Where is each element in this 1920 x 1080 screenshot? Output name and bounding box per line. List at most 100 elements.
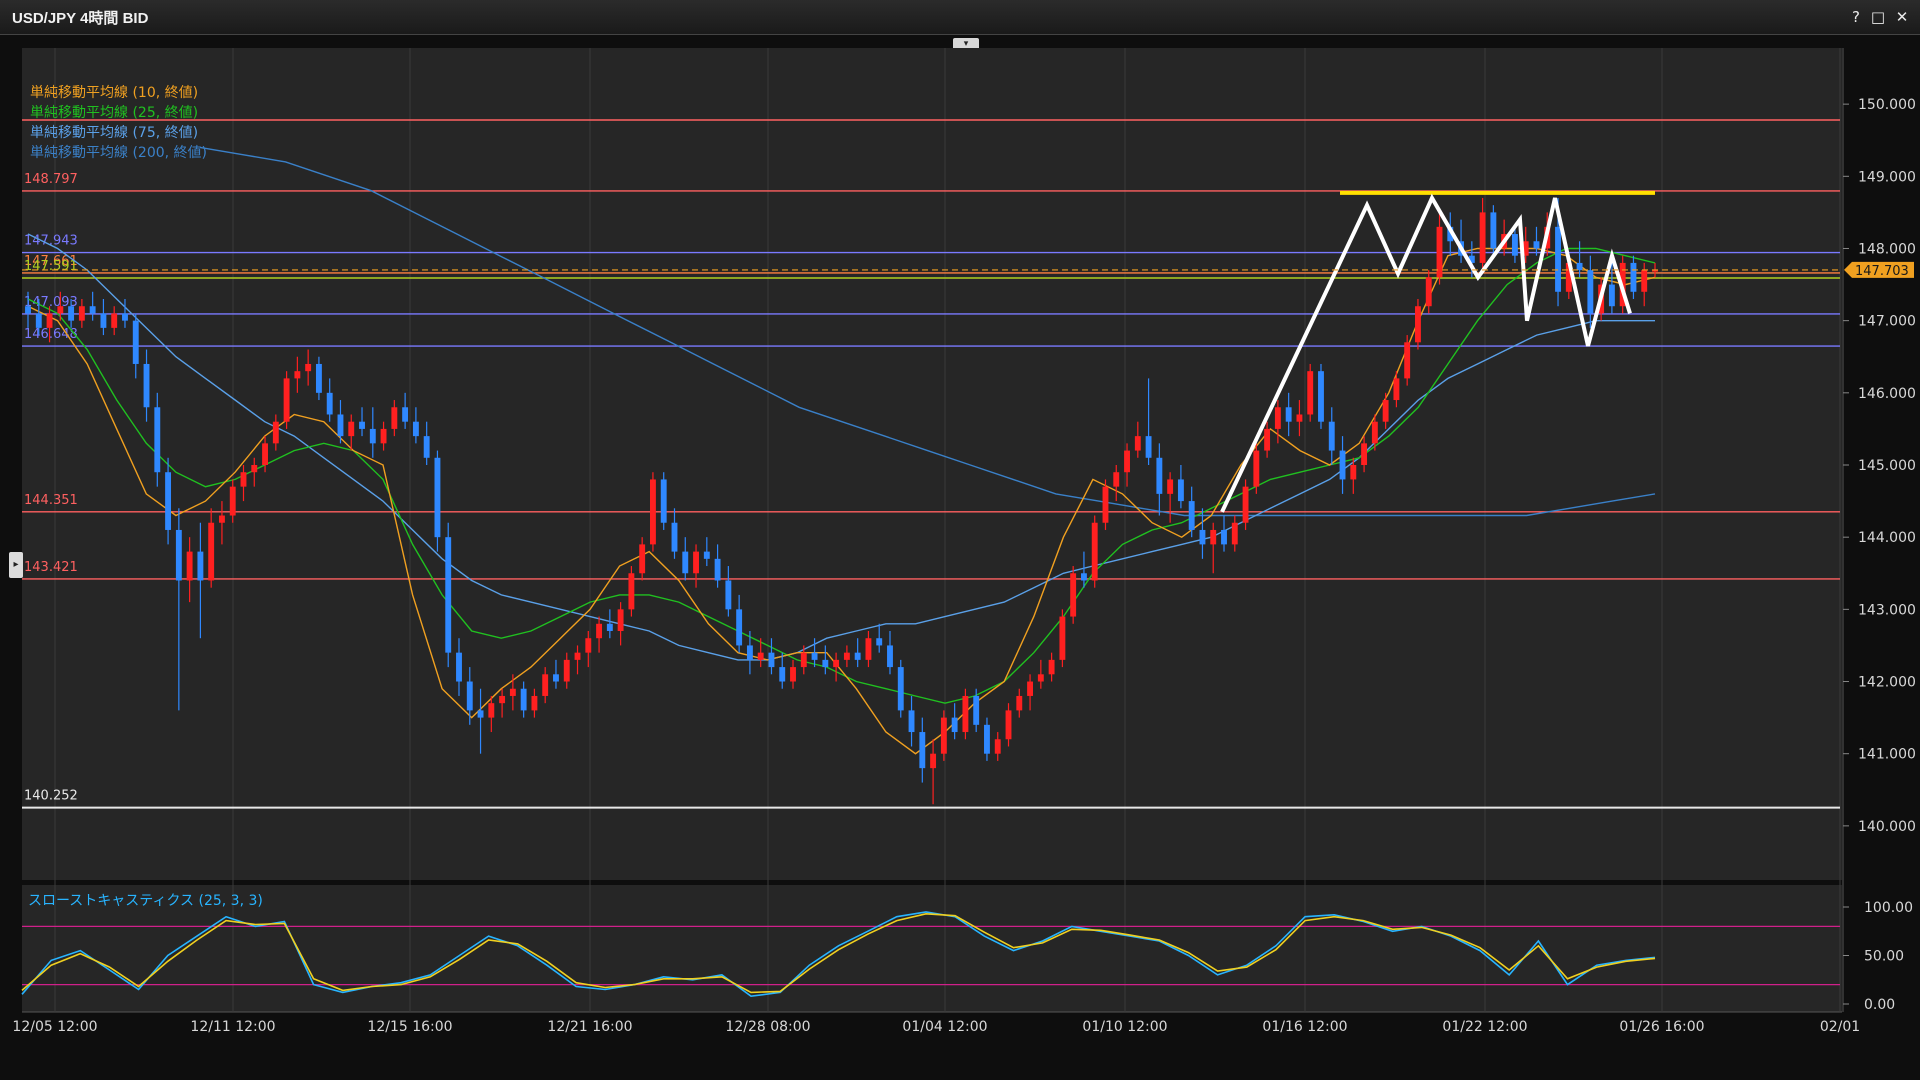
candle-body: [1134, 436, 1141, 451]
candle-body: [369, 428, 376, 444]
candle-body: [1382, 400, 1389, 422]
candle-body: [402, 407, 409, 422]
candle-body: [1318, 371, 1324, 422]
side-panel-handle-icon[interactable]: ▸: [9, 552, 23, 578]
candle-body: [165, 472, 172, 530]
candle-body: [1264, 428, 1271, 451]
candle-body: [219, 515, 225, 523]
candle-body: [1080, 573, 1087, 581]
window-titlebar: USD/JPY 4時間 BID ? □ ✕: [0, 0, 1920, 35]
candle-body: [800, 652, 807, 668]
chart-svg[interactable]: 12/05 12:00 12/11 12:00 12/15 16:00 12/21 1…: [0, 40, 1920, 1080]
candle-body: [337, 414, 344, 437]
candle-body: [973, 695, 980, 725]
candle-body: [617, 609, 624, 631]
close-button[interactable]: ✕: [1895, 8, 1909, 26]
candle-body: [1070, 573, 1077, 617]
ma200-line: [199, 146, 1656, 517]
legend-entry: 単純移動平均線 (10, 終値): [30, 85, 198, 101]
window-title: USD/JPY 4時間 BID: [12, 10, 149, 27]
candle-body: [585, 638, 592, 653]
candle-body: [660, 479, 667, 523]
candle-body: [1005, 710, 1012, 740]
level-label: 146.648: [24, 327, 78, 342]
candle-body: [208, 522, 215, 581]
candle-body: [1296, 414, 1303, 422]
candle-body: [639, 544, 646, 574]
candle-body: [714, 558, 721, 581]
candle-body: [1576, 262, 1583, 271]
time-tick-label: 12/15 16:00: [367, 1019, 452, 1035]
collapse-toggle-icon[interactable]: ▾: [953, 38, 979, 50]
candle-body: [305, 363, 312, 372]
candle-body: [693, 551, 699, 574]
candle-body: [1328, 421, 1335, 451]
candle-body: [553, 674, 559, 682]
level-label: 147.093: [24, 295, 78, 310]
candle-body: [445, 537, 452, 653]
main-price-panel: 140.000 141.000 142.000 143.000 144.000 145.0…: [22, 48, 1916, 1012]
current-price-tag: [1844, 261, 1914, 278]
candle-body: [1511, 234, 1518, 256]
price-tick-label: 140.000: [1858, 819, 1916, 835]
candle-body: [703, 551, 710, 559]
ma75-line: [27, 233, 1655, 661]
time-tick-label: 01/26 16:00: [1619, 1019, 1704, 1035]
candle-body: [46, 313, 53, 328]
candle-body: [1048, 659, 1055, 675]
time-tick-label: 12/21 16:00: [547, 1019, 632, 1035]
candle-body: [1124, 450, 1130, 473]
candle-body: [251, 465, 258, 473]
help-button[interactable]: ?: [1852, 8, 1860, 26]
candle-body: [262, 443, 268, 465]
candle-body: [1016, 695, 1023, 711]
candle-body: [57, 306, 64, 314]
stoch-tick-label: 50.00: [1864, 949, 1904, 965]
candle-body: [89, 306, 96, 314]
candle-body: [197, 551, 204, 581]
candle-body: [962, 695, 969, 733]
candle-body: [876, 638, 883, 646]
price-tick-label: 149.000: [1858, 169, 1916, 185]
stoch-plot-area: [22, 885, 1842, 1012]
candle-body: [186, 551, 193, 581]
candle-body: [1242, 486, 1249, 523]
candle-body: [391, 407, 398, 429]
candle-body: [272, 421, 279, 444]
candle-body: [477, 710, 484, 718]
candle-body: [930, 753, 937, 769]
candle-body: [1307, 371, 1314, 415]
legend-entry: 単純移動平均線 (75, 終値): [30, 125, 198, 141]
candle-body: [897, 667, 904, 711]
level-label: 143.421: [24, 560, 78, 575]
candle-body: [78, 306, 85, 321]
candle-body: [1533, 241, 1540, 249]
candle-body: [1565, 262, 1572, 292]
candle-body: [951, 717, 958, 733]
candle-body: [1415, 306, 1421, 343]
candle-body: [315, 363, 322, 393]
candle-body: [1253, 450, 1260, 487]
time-axis: 12/05 12:00 12/11 12:00 12/15 16:00 12/21 1…: [12, 48, 1860, 1035]
time-tick-label: 01/10 12:00: [1082, 1019, 1167, 1035]
candle-body: [833, 659, 840, 668]
candle-body: [1091, 522, 1098, 581]
candle-body: [1393, 378, 1400, 401]
candle-body: [779, 667, 786, 682]
level-label: 144.351: [24, 493, 78, 508]
candle-body: [563, 659, 570, 682]
maximize-button[interactable]: □: [1870, 8, 1886, 26]
candle-body: [1177, 479, 1184, 502]
stoch-tick-label: 100.00: [1864, 900, 1913, 916]
candle-body: [649, 479, 656, 545]
candle-body: [35, 313, 42, 328]
candle-body: [1231, 522, 1238, 545]
stochastic-panel: スローストキャスティクス (25, 3, 3) 100.00 50.00 0.00: [21, 893, 1913, 1013]
candle-body: [790, 667, 796, 682]
candle-body: [811, 652, 818, 660]
candle-body: [456, 652, 462, 682]
time-tick-label: 12/11 12:00: [190, 1019, 275, 1035]
candle-body: [143, 363, 150, 408]
candle-body: [940, 717, 947, 754]
candle-body: [1339, 450, 1346, 480]
